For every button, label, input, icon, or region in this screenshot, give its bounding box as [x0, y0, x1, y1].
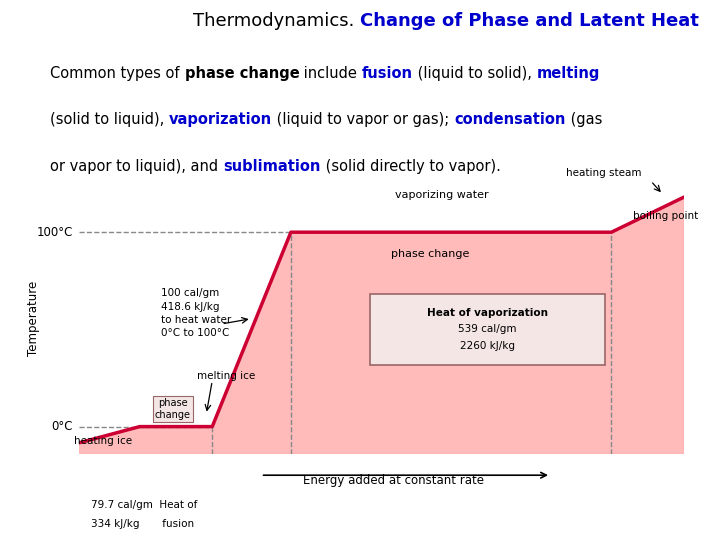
- Text: 79.7 cal/gm  Heat of: 79.7 cal/gm Heat of: [91, 500, 198, 510]
- Text: Temperature: Temperature: [27, 281, 40, 356]
- Text: Change of Phase and Latent Heat: Change of Phase and Latent Heat: [360, 12, 699, 30]
- Text: 100 cal/gm
418.6 kJ/kg
to heat water
0°C to 100°C: 100 cal/gm 418.6 kJ/kg to heat water 0°C…: [161, 288, 231, 338]
- Text: 539 cal/gm: 539 cal/gm: [458, 325, 517, 334]
- Text: melting ice: melting ice: [197, 370, 256, 381]
- Text: 334 kJ/kg       fusion: 334 kJ/kg fusion: [91, 519, 194, 529]
- Text: 100°C: 100°C: [37, 226, 73, 239]
- Text: 0°C: 0°C: [52, 420, 73, 433]
- Text: 2260 kJ/kg: 2260 kJ/kg: [460, 341, 515, 350]
- Text: phase change: phase change: [391, 249, 469, 259]
- Text: (solid directly to vapor).: (solid directly to vapor).: [320, 159, 500, 174]
- Text: vaporization: vaporization: [169, 112, 272, 127]
- Text: fusion: fusion: [361, 66, 413, 80]
- Polygon shape: [79, 197, 684, 454]
- Text: Heat of vaporization: Heat of vaporization: [427, 308, 548, 318]
- Text: vaporizing water: vaporizing water: [395, 190, 489, 200]
- Text: condensation: condensation: [454, 112, 566, 127]
- Text: Thermodynamics.: Thermodynamics.: [193, 12, 360, 30]
- Text: phase change: phase change: [184, 66, 300, 80]
- Text: (liquid to vapor or gas);: (liquid to vapor or gas);: [272, 112, 454, 127]
- Text: Common types of: Common types of: [50, 66, 184, 80]
- Text: boiling point: boiling point: [633, 211, 698, 221]
- Text: (solid to liquid),: (solid to liquid),: [50, 112, 169, 127]
- Text: Energy added at constant rate: Energy added at constant rate: [303, 474, 484, 487]
- Text: melting: melting: [536, 66, 600, 80]
- Text: (liquid to solid),: (liquid to solid),: [413, 66, 536, 80]
- FancyBboxPatch shape: [73, 481, 248, 537]
- Text: heating ice: heating ice: [74, 435, 132, 445]
- FancyBboxPatch shape: [369, 294, 606, 364]
- Text: sublimation: sublimation: [223, 159, 320, 174]
- Text: or vapor to liquid), and: or vapor to liquid), and: [50, 159, 223, 174]
- Text: (gas: (gas: [566, 112, 602, 127]
- Text: phase
change: phase change: [155, 399, 191, 420]
- Text: include: include: [300, 66, 361, 80]
- Text: heating steam: heating steam: [566, 168, 642, 178]
